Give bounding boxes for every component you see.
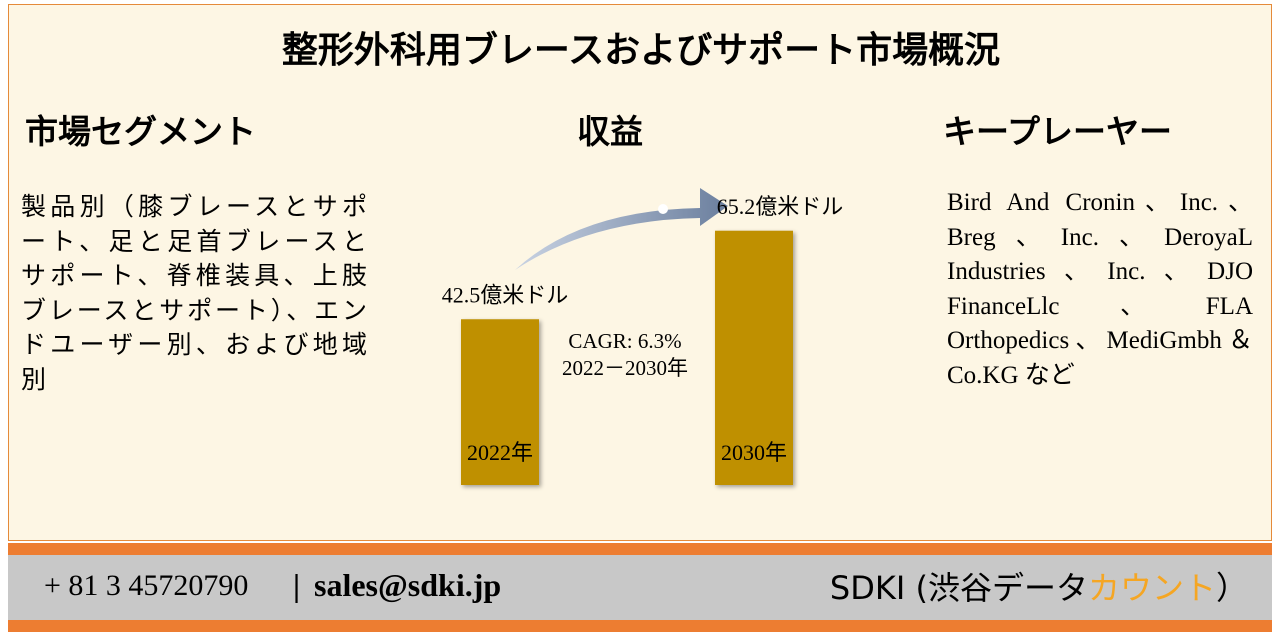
phone: + 81 3 45720790 <box>44 569 249 602</box>
arrow-dot <box>658 204 668 214</box>
footer-band <box>8 543 1272 555</box>
title: 整形外科用ブレースおよびサポート市場概況 <box>281 30 1001 70</box>
players-heading: キープレーヤー <box>943 115 1173 151</box>
players-text: Bird And Cronin、Inc.、Breg、Inc.、DeroyaL I… <box>947 189 1253 389</box>
annotation: 2022－2030年 <box>562 356 688 380</box>
main-panel: 整形外科用ブレースおよびサポート市場概況 市場セグメント 収益 キープレーヤー … <box>8 4 1272 541</box>
brand-name: SDKI (渋谷データ <box>829 569 1088 607</box>
bar <box>715 230 793 485</box>
brand-end: ） <box>1215 569 1248 607</box>
footer-band <box>8 620 1272 632</box>
revenue-heading: 収益 <box>577 115 643 151</box>
separator: | <box>293 567 301 603</box>
segments-heading: 市場セグメント <box>25 115 256 151</box>
bar <box>461 319 539 485</box>
footer: + 81 3 45720790 | sales@sdki.jp SDKI (渋谷… <box>8 555 1272 620</box>
category-label: 2030年 <box>721 440 787 465</box>
brand: SDKI (渋谷データカウント） <box>830 563 1248 609</box>
chart: 2022年 42.5億米ドル 2030年 65.2億米ドル CAGR: 6.3% 2022… <box>442 188 844 485</box>
value-label: 65.2億米ドル <box>717 194 844 219</box>
category-label: 2022年 <box>467 440 533 465</box>
annotation: CAGR: 6.3% <box>568 329 681 353</box>
growth-arrow <box>515 188 728 270</box>
brand-highlight: カウント <box>1087 569 1216 607</box>
value-label: 42.5億米ドル <box>442 282 569 307</box>
email: sales@sdki.jp <box>314 567 502 603</box>
segments-text: 製品別（膝ブレースとサポート、足と足首ブレースとサポート、脊椎装具、上肢ブレース… <box>21 194 369 394</box>
